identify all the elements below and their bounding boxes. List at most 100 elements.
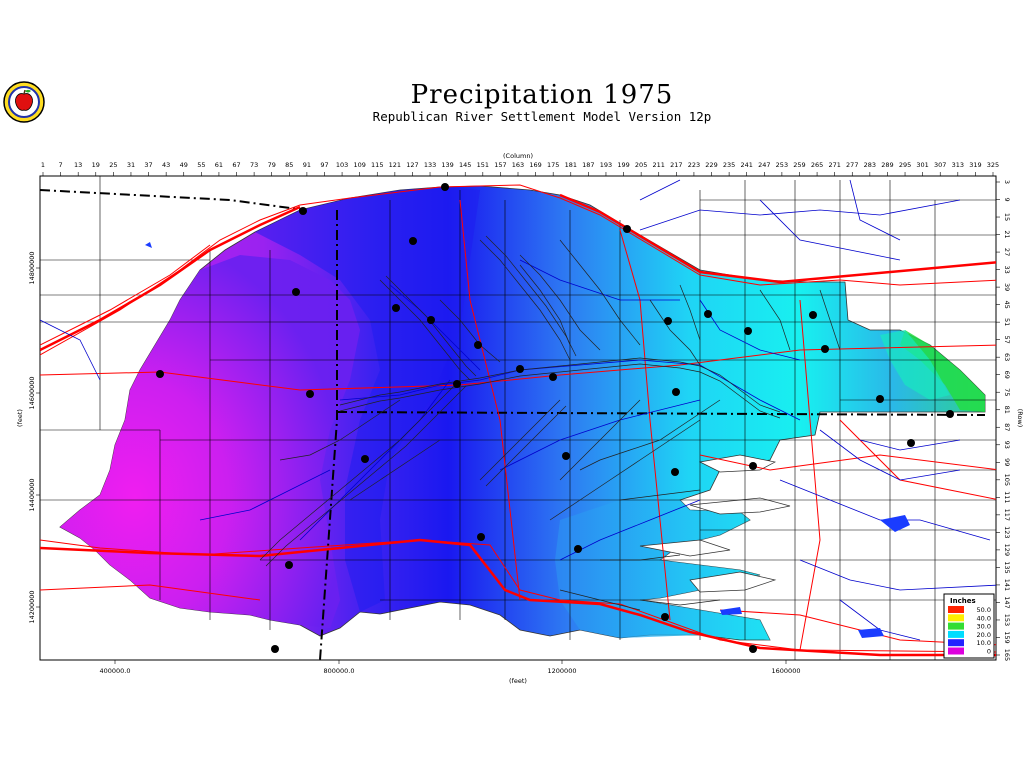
- row-tick-label: 9: [1003, 197, 1011, 201]
- row-tick-label: 105: [1003, 474, 1011, 486]
- station-marker: [809, 311, 817, 319]
- legend: Inches 50.040.030.020.010.00: [943, 593, 995, 659]
- reservoirs: [145, 242, 910, 638]
- legend-swatch: [948, 622, 964, 630]
- legend-swatch: [948, 639, 964, 647]
- column-tick-label: 205: [635, 161, 647, 169]
- row-tick-label: 99: [1003, 458, 1011, 466]
- station-marker: [907, 439, 915, 447]
- legend-swatch: [948, 614, 964, 622]
- row-tick-label: 57: [1003, 336, 1011, 344]
- legend-label: 20.0: [977, 631, 991, 639]
- row-tick-label: 75: [1003, 388, 1011, 396]
- row-tick-label: 141: [1003, 579, 1011, 591]
- county-boundaries: [40, 176, 996, 660]
- station-marker: [299, 207, 307, 215]
- column-tick-label: 151: [477, 161, 489, 169]
- station-marker: [672, 388, 680, 396]
- row-tick-labels: 3915212733394551576369758187939910511111…: [996, 180, 1011, 661]
- station-marker: [562, 452, 570, 460]
- column-tick-label: 61: [215, 161, 223, 169]
- column-tick-label: 325: [987, 161, 999, 169]
- column-tick-label: 235: [723, 161, 735, 169]
- station-marker: [453, 380, 461, 388]
- station-marker: [821, 345, 829, 353]
- row-tick-label: 117: [1003, 509, 1011, 521]
- station-marker: [946, 410, 954, 418]
- station-marker: [306, 390, 314, 398]
- column-tick-label: 103: [336, 161, 348, 169]
- station-marker: [671, 468, 679, 476]
- row-tick-label: 159: [1003, 631, 1011, 643]
- row-tick-label: 21: [1003, 230, 1011, 238]
- y-tick-label: 14600000: [28, 376, 36, 409]
- column-tick-label: 25: [109, 161, 117, 169]
- station-marker: [876, 395, 884, 403]
- station-marker: [392, 304, 400, 312]
- precip-se-lobe: [555, 500, 770, 640]
- column-tick-label: 301: [916, 161, 928, 169]
- stream-cells: [259, 235, 841, 611]
- row-tick-label: 123: [1003, 526, 1011, 538]
- station-marker: [516, 365, 524, 373]
- column-tick-label: 313: [952, 161, 964, 169]
- page-subtitle: Republican River Settlement Model Versio…: [372, 109, 712, 124]
- column-tick-label: 229: [705, 161, 717, 169]
- column-tick-label: 79: [268, 161, 276, 169]
- column-tick-label: 163: [512, 161, 524, 169]
- column-tick-label: 319: [969, 161, 981, 169]
- column-tick-labels: 1 7 13 19 25 31 37 43 49 55 61 67 73 79 85 91 97 103 109 11…: [41, 161, 999, 176]
- row-tick-label: 51: [1003, 318, 1011, 326]
- station-marker: [441, 183, 449, 191]
- column-tick-label: 223: [688, 161, 700, 169]
- y-tick-label: 14800000: [28, 251, 36, 284]
- column-tick-label: 109: [353, 161, 365, 169]
- column-tick-label: 85: [285, 161, 293, 169]
- column-tick-label: 73: [250, 161, 258, 169]
- column-tick-label: 181: [565, 161, 577, 169]
- station-marker: [427, 316, 435, 324]
- row-tick-label: 81: [1003, 406, 1011, 414]
- column-tick-label: 199: [617, 161, 629, 169]
- column-axis-title: (Column): [503, 152, 533, 160]
- column-tick-label: 169: [529, 161, 541, 169]
- column-tick-label: 19: [92, 161, 100, 169]
- column-tick-label: 157: [494, 161, 506, 169]
- row-tick-label: 63: [1003, 353, 1011, 361]
- station-marker: [271, 645, 279, 653]
- row-tick-label: 135: [1003, 561, 1011, 573]
- y-tick-label: 14200000: [28, 590, 36, 623]
- column-tick-label: 127: [406, 161, 418, 169]
- legend-label: 30.0: [977, 623, 991, 631]
- legend-label: 0: [987, 648, 991, 656]
- legend-swatch: [948, 630, 964, 638]
- station-marker: [156, 370, 164, 378]
- column-tick-label: 247: [758, 161, 770, 169]
- column-tick-label: 271: [828, 161, 840, 169]
- column-tick-label: 265: [811, 161, 823, 169]
- y-axis-title: (feet): [16, 409, 24, 427]
- column-tick-label: 277: [846, 161, 858, 169]
- page-title: Precipitation 1975: [410, 80, 674, 110]
- column-tick-label: 43: [162, 161, 170, 169]
- column-tick-label: 115: [371, 161, 383, 169]
- column-tick-label: 259: [793, 161, 805, 169]
- station-marker: [623, 225, 631, 233]
- station-marker: [549, 373, 557, 381]
- column-tick-label: 139: [441, 161, 453, 169]
- row-tick-label: 3: [1003, 180, 1011, 184]
- x-tick-label: 400000.0: [99, 667, 130, 675]
- station-marker: [704, 310, 712, 318]
- column-tick-label: 13: [74, 161, 82, 169]
- column-tick-label: 145: [459, 161, 471, 169]
- row-tick-label: 129: [1003, 544, 1011, 556]
- y-tick-label: 14400000: [28, 478, 36, 511]
- station-marker: [477, 533, 485, 541]
- highways: [40, 193, 996, 657]
- row-tick-label: 93: [1003, 441, 1011, 449]
- column-tick-label: 49: [180, 161, 188, 169]
- station-marker: [749, 645, 757, 653]
- column-tick-label: 133: [424, 161, 436, 169]
- row-tick-label: 69: [1003, 371, 1011, 379]
- column-tick-label: 91: [303, 161, 311, 169]
